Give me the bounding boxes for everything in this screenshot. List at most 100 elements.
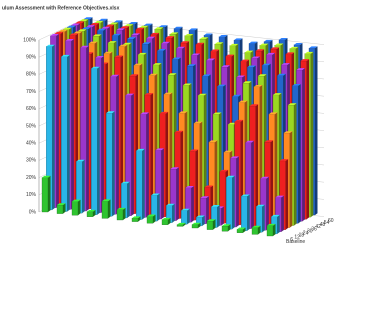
bar bbox=[131, 216, 141, 222]
bar-top bbox=[159, 111, 169, 114]
bar-side bbox=[48, 175, 51, 212]
legend-label: 24 bbox=[303, 231, 309, 237]
bar bbox=[236, 227, 246, 233]
bar-top bbox=[129, 74, 139, 77]
bar-side bbox=[157, 193, 160, 222]
bar-top bbox=[82, 27, 91, 29]
bar-top bbox=[73, 31, 83, 34]
bar-top bbox=[210, 49, 220, 52]
bar-side bbox=[262, 204, 265, 233]
legend-label: Baseline bbox=[286, 239, 305, 245]
bar-front bbox=[236, 229, 244, 233]
bar-top bbox=[244, 50, 254, 53]
bar-front bbox=[161, 219, 169, 225]
bar-top bbox=[57, 203, 66, 205]
bar bbox=[166, 203, 175, 223]
legend-label: 54 bbox=[324, 220, 330, 226]
legend-label: 6 bbox=[290, 237, 293, 243]
bar-top bbox=[217, 84, 226, 87]
bar-side bbox=[172, 203, 175, 223]
bar-top bbox=[255, 49, 265, 51]
bar-side bbox=[202, 215, 205, 226]
bar-top bbox=[234, 38, 243, 41]
bar-top bbox=[238, 100, 248, 103]
bar-side bbox=[228, 224, 231, 232]
bar-top bbox=[214, 42, 224, 45]
bar-top bbox=[267, 223, 276, 226]
bar bbox=[181, 208, 190, 225]
bar-top bbox=[147, 214, 156, 217]
legend-label: 30 bbox=[307, 228, 313, 234]
bar-side bbox=[273, 223, 276, 236]
bar-top bbox=[207, 219, 216, 221]
bar-top bbox=[260, 176, 269, 179]
bar-side bbox=[123, 207, 126, 220]
y-tick-label: 30% bbox=[26, 158, 37, 164]
bar-top bbox=[273, 93, 282, 95]
bar-side bbox=[191, 186, 194, 223]
bar-side bbox=[138, 216, 141, 222]
bar-top bbox=[54, 31, 64, 34]
bar-top bbox=[271, 214, 280, 217]
y-tick-label: 70% bbox=[26, 89, 37, 95]
y-tick-label: 100% bbox=[23, 37, 36, 43]
bar-top bbox=[289, 46, 299, 49]
bar-side bbox=[255, 104, 259, 227]
bar-top bbox=[199, 37, 209, 40]
bar-top bbox=[266, 52, 275, 55]
bar-top bbox=[193, 121, 203, 124]
bar-top bbox=[262, 63, 271, 66]
bar-top bbox=[181, 208, 190, 211]
bar-top bbox=[196, 215, 205, 218]
bar-side bbox=[270, 140, 274, 229]
bar bbox=[106, 111, 115, 217]
bar-top bbox=[80, 45, 89, 48]
bar-top bbox=[264, 140, 274, 143]
bar-top bbox=[58, 29, 68, 32]
bar-top bbox=[208, 140, 218, 143]
bar-top bbox=[258, 74, 267, 77]
bar-side bbox=[187, 208, 190, 225]
bar-front bbox=[136, 150, 143, 220]
legend-label: 18 bbox=[299, 233, 305, 239]
bar-top bbox=[159, 25, 168, 27]
bar-side bbox=[93, 209, 96, 217]
bar-front bbox=[221, 225, 229, 232]
bar-top bbox=[270, 47, 280, 50]
legend-label: 12 bbox=[294, 235, 300, 241]
bar-side bbox=[198, 222, 201, 228]
bar-side bbox=[86, 45, 89, 211]
bar bbox=[121, 181, 130, 219]
bar-side bbox=[165, 111, 169, 217]
bar-top bbox=[219, 169, 229, 172]
bar-top bbox=[213, 112, 222, 115]
bar-top bbox=[142, 42, 151, 44]
y-tick-label: 20% bbox=[26, 175, 37, 181]
bar-top bbox=[79, 19, 89, 22]
bar-top bbox=[153, 63, 162, 65]
bar bbox=[56, 203, 66, 214]
bar-top bbox=[294, 43, 303, 45]
bar-top bbox=[204, 33, 213, 36]
bar-top bbox=[275, 195, 284, 198]
bar-top bbox=[139, 25, 149, 28]
bar-top bbox=[234, 119, 244, 122]
bar-top bbox=[90, 23, 100, 25]
bar-front bbox=[241, 196, 248, 231]
bar-top bbox=[200, 196, 209, 198]
bar-top bbox=[140, 112, 149, 115]
bar-top bbox=[127, 37, 136, 39]
bar-side bbox=[161, 148, 164, 219]
bar-top bbox=[108, 41, 117, 43]
bar-top bbox=[76, 159, 85, 162]
bar-top bbox=[168, 73, 177, 76]
bar-side bbox=[183, 222, 186, 227]
bar-top bbox=[65, 39, 74, 41]
bar-top bbox=[165, 36, 175, 38]
bar-top bbox=[132, 216, 141, 219]
bar-side bbox=[71, 39, 74, 210]
bar-top bbox=[117, 207, 126, 210]
bar-top bbox=[67, 25, 76, 28]
bar-top bbox=[121, 181, 130, 184]
